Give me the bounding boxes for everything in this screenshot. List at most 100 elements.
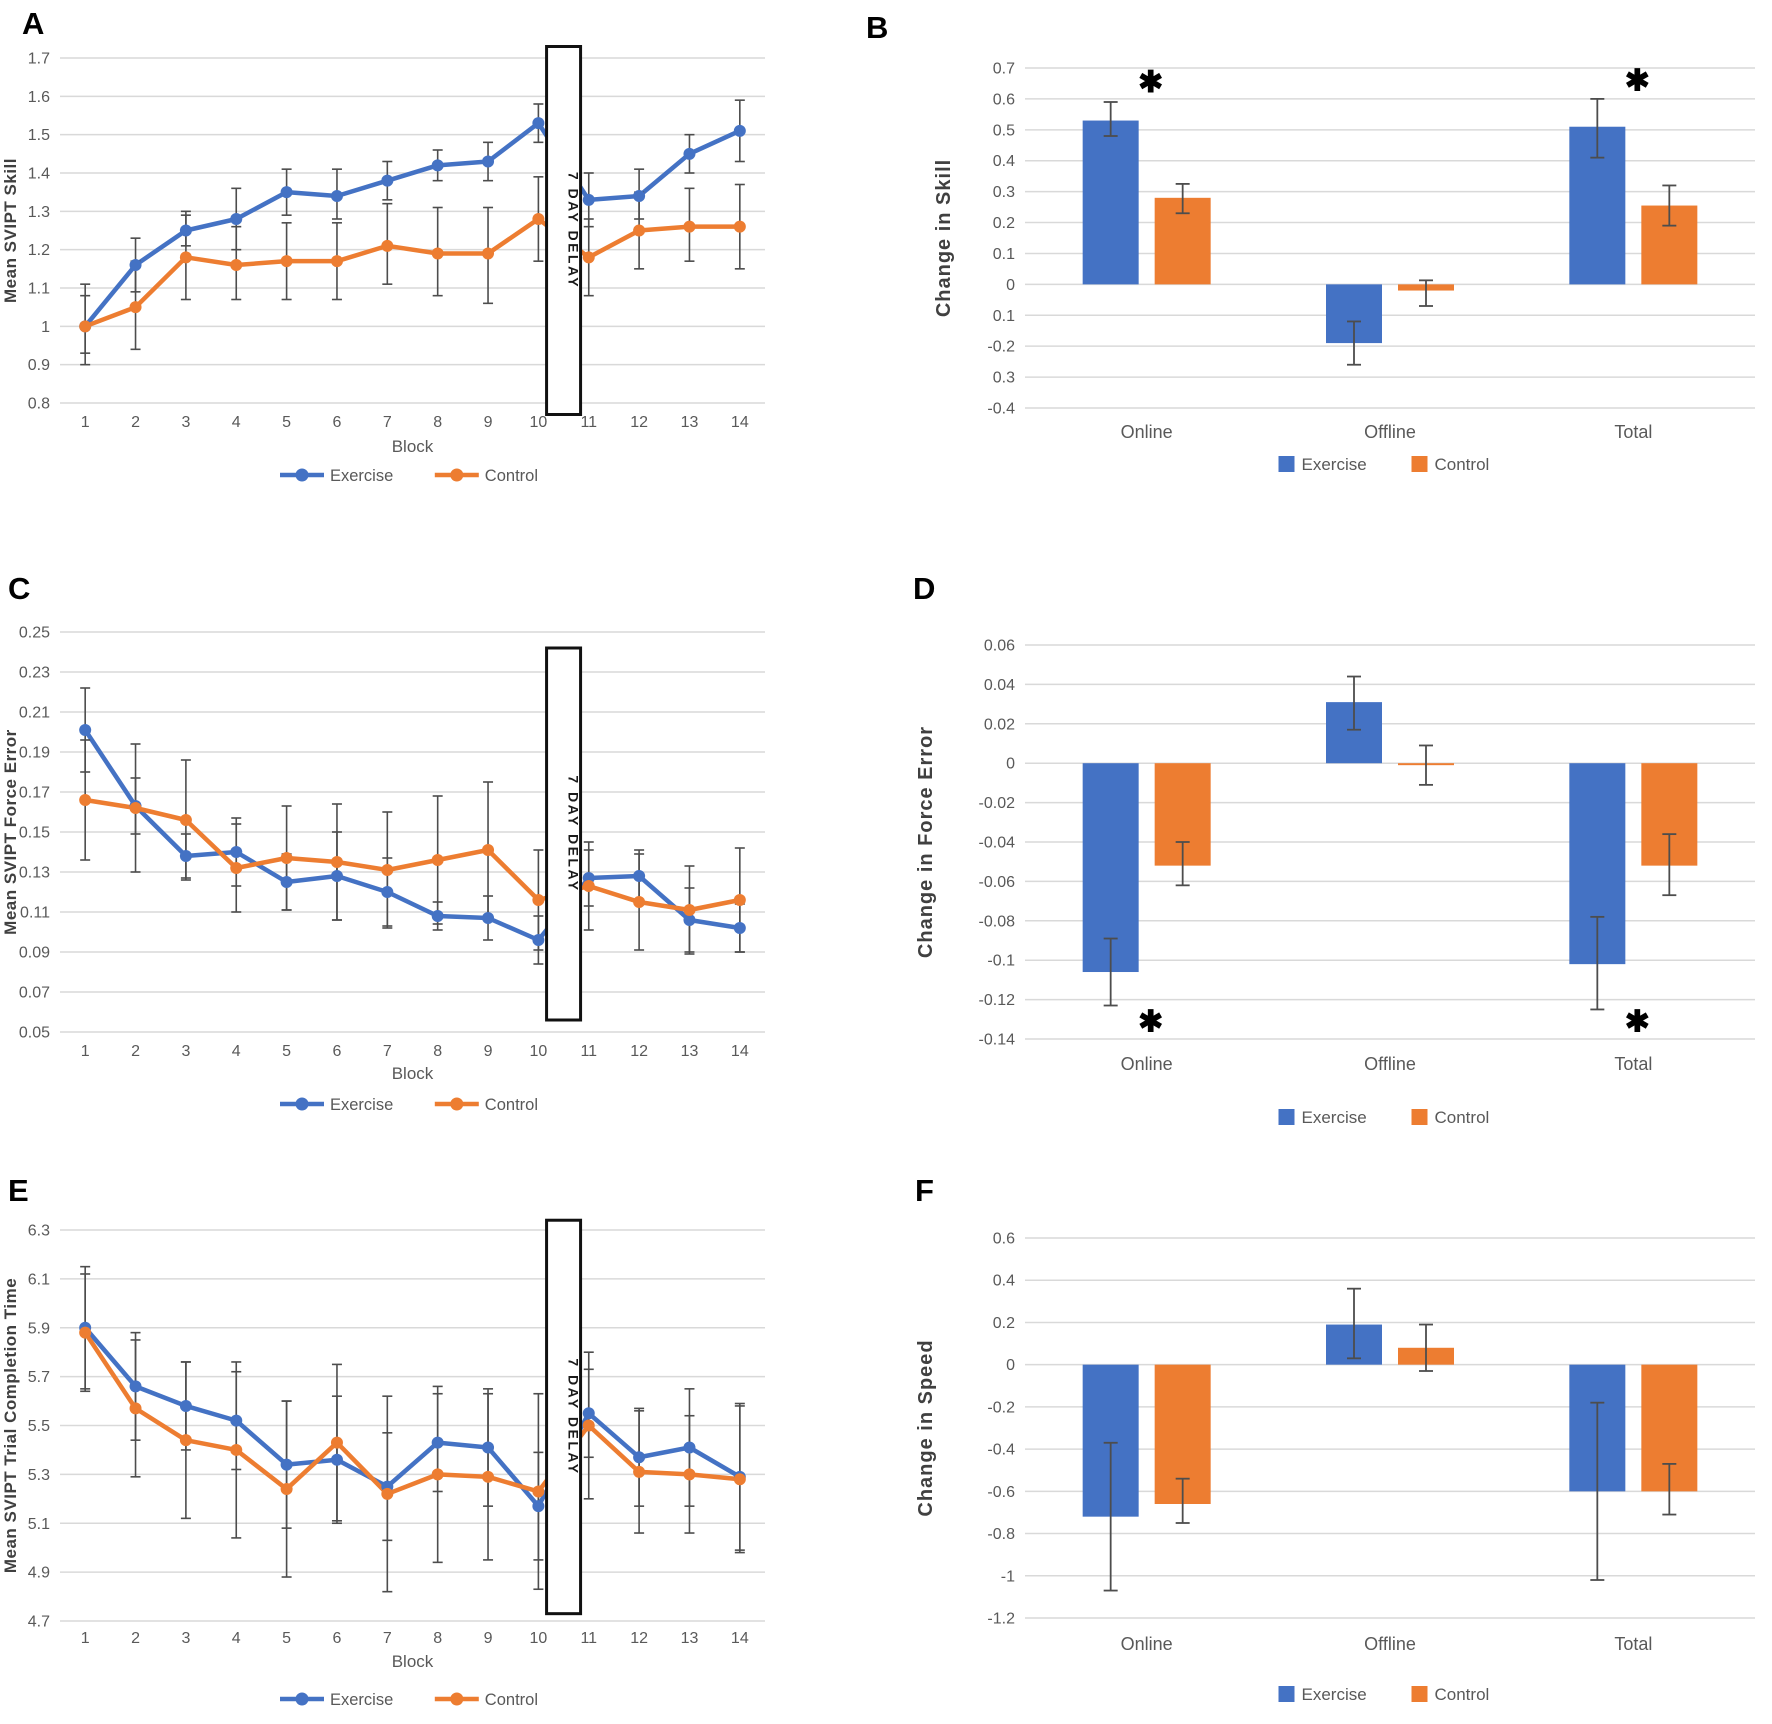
y-tick-label: 0.07 bbox=[19, 985, 50, 1002]
x-tick-label: 5 bbox=[282, 1043, 291, 1060]
legend-item-control: Control bbox=[434, 1096, 538, 1114]
legend-item-control: Control bbox=[1411, 1108, 1490, 1127]
y-tick-label: 0.06 bbox=[984, 638, 1015, 655]
x-tick-label: 2 bbox=[131, 1630, 140, 1647]
x-tick-label: 7 bbox=[383, 414, 392, 431]
y-tick-label: 1.2 bbox=[28, 242, 50, 259]
y-tick-label: 0.6 bbox=[993, 1231, 1015, 1248]
gridlines bbox=[60, 631, 765, 1033]
control-error-bars bbox=[80, 1273, 745, 1593]
legend-item-exercise: Exercise bbox=[1278, 455, 1367, 474]
delay-box bbox=[545, 646, 583, 1022]
panel-c: C 0.25 0.23 0.21 0.19 0.17 0.15 0.13 0.11 0.09 0.… bbox=[0, 560, 810, 1175]
exercise-error-bars bbox=[1103, 675, 1605, 1011]
y-tick-label: -0.14 bbox=[979, 1032, 1016, 1049]
x-tick-label: 1 bbox=[81, 1043, 90, 1060]
x-tick-label: 14 bbox=[731, 1043, 749, 1060]
significance-marker: ✱ bbox=[1138, 1005, 1163, 1038]
significance-marker: ✱ bbox=[1138, 66, 1163, 99]
y-tick-label: 0.2 bbox=[993, 1315, 1015, 1332]
x-tick-label: 3 bbox=[181, 1043, 190, 1060]
exercise-error-bars bbox=[80, 1265, 745, 1561]
y-tick-label: 5.9 bbox=[28, 1320, 50, 1337]
legend-label: Exercise bbox=[1302, 1108, 1367, 1127]
control-line bbox=[82, 1330, 743, 1497]
y-tick-label: 1 bbox=[41, 319, 50, 336]
y-tick-label: 0.1 bbox=[993, 308, 1015, 325]
category-label: Online bbox=[1121, 1634, 1173, 1654]
legend-label: Control bbox=[1435, 1108, 1490, 1127]
panel-a-label: A bbox=[22, 6, 45, 41]
category-label: Offline bbox=[1364, 1634, 1416, 1654]
panel-b-bar-chart: 0.7 0.6 0.5 0.4 0.3 0.2 0.1 0 0.1 -0.2 0.3 -0.4 Chan… bbox=[810, 28, 1772, 563]
legend-marker-icon bbox=[450, 1692, 464, 1706]
y-tick-label: 0.4 bbox=[993, 153, 1015, 170]
y-tick-label: -0.2 bbox=[987, 1399, 1015, 1416]
panel-c-label: C bbox=[8, 571, 31, 606]
x-tick-label: 14 bbox=[731, 414, 749, 431]
control-markers bbox=[79, 213, 746, 333]
legend-item-control: Control bbox=[1411, 1685, 1490, 1704]
legend-item-control: Control bbox=[434, 467, 538, 485]
y-tick-label: 1.7 bbox=[28, 51, 50, 68]
legend-marker-icon bbox=[450, 1097, 464, 1111]
legend-label: Control bbox=[485, 467, 538, 485]
y-tick-label: 4.9 bbox=[28, 1565, 50, 1582]
y-axis-title: Change in Speed bbox=[915, 1339, 937, 1516]
x-tick-label: 10 bbox=[529, 1630, 547, 1647]
legend-item-exercise: Exercise bbox=[1278, 1108, 1367, 1127]
x-tick-label: 5 bbox=[282, 1630, 291, 1647]
y-tick-label: 0.19 bbox=[19, 745, 50, 762]
legend-label: Control bbox=[1435, 1685, 1490, 1704]
control-error-bars bbox=[1175, 744, 1677, 897]
y-tick-label: -1 bbox=[1001, 1568, 1015, 1585]
control-line bbox=[82, 216, 743, 329]
exercise-line bbox=[82, 1325, 743, 1509]
legend-item-exercise: Exercise bbox=[1278, 1685, 1367, 1704]
x-axis-title: Block bbox=[392, 437, 434, 456]
bar bbox=[1082, 120, 1139, 285]
y-tick-label: 0 bbox=[1006, 277, 1015, 294]
x-tick-label: 7 bbox=[383, 1630, 392, 1647]
y-tick-label: 0.8 bbox=[28, 396, 50, 413]
y-tick-label: 1.5 bbox=[28, 127, 50, 144]
legend-label: Exercise bbox=[330, 1096, 393, 1114]
x-tick-label: 13 bbox=[681, 1043, 699, 1060]
x-tick-label: 6 bbox=[333, 1630, 342, 1647]
y-tick-label: -0.06 bbox=[979, 874, 1016, 891]
legend-item-exercise: Exercise bbox=[280, 1096, 393, 1114]
x-tick-label: 4 bbox=[232, 1630, 241, 1647]
delay-box-label: 7 DAY DELAY bbox=[566, 1358, 582, 1475]
x-tick-label: 6 bbox=[333, 1043, 342, 1060]
legend-label: Control bbox=[485, 1096, 538, 1114]
significance-marker: ✱ bbox=[1625, 1005, 1650, 1038]
x-tick-label: 5 bbox=[282, 414, 291, 431]
y-tick-label: -0.6 bbox=[987, 1484, 1015, 1501]
x-tick-label: 10 bbox=[529, 414, 547, 431]
panel-d-label: D bbox=[913, 571, 936, 606]
gridlines bbox=[1025, 644, 1755, 1040]
category-label: Total bbox=[1614, 1054, 1652, 1074]
panel-f-label: F bbox=[915, 1173, 934, 1208]
x-tick-label: 2 bbox=[131, 1043, 140, 1060]
legend-label: Exercise bbox=[1302, 1685, 1367, 1704]
category-label: Offline bbox=[1364, 422, 1416, 442]
legend-item-control: Control bbox=[1411, 455, 1490, 474]
legend-label: Control bbox=[1435, 455, 1490, 474]
legend-marker-icon bbox=[295, 1692, 309, 1706]
y-tick-label: 1.6 bbox=[28, 89, 50, 106]
x-tick-label: 1 bbox=[81, 1630, 90, 1647]
y-tick-label: 0.23 bbox=[19, 665, 50, 682]
x-tick-label: 10 bbox=[529, 1043, 547, 1060]
y-tick-label: 0.6 bbox=[993, 91, 1015, 108]
y-tick-label: 5.7 bbox=[28, 1369, 50, 1386]
y-tick-label: 6.3 bbox=[28, 1223, 50, 1240]
delay-box bbox=[545, 45, 583, 416]
x-tick-label: 11 bbox=[580, 414, 597, 431]
y-tick-label: 0.05 bbox=[19, 1025, 50, 1042]
y-tick-label: 6.1 bbox=[28, 1271, 50, 1288]
control-error-bars bbox=[1175, 183, 1677, 307]
panel-d: D 0.06 0.04 0.02 0 -0.02 -0.04 -0.06 -0.08 -0.1 -… bbox=[810, 560, 1772, 1175]
legend-swatch-icon bbox=[1278, 1109, 1295, 1125]
x-tick-label: 3 bbox=[181, 414, 190, 431]
